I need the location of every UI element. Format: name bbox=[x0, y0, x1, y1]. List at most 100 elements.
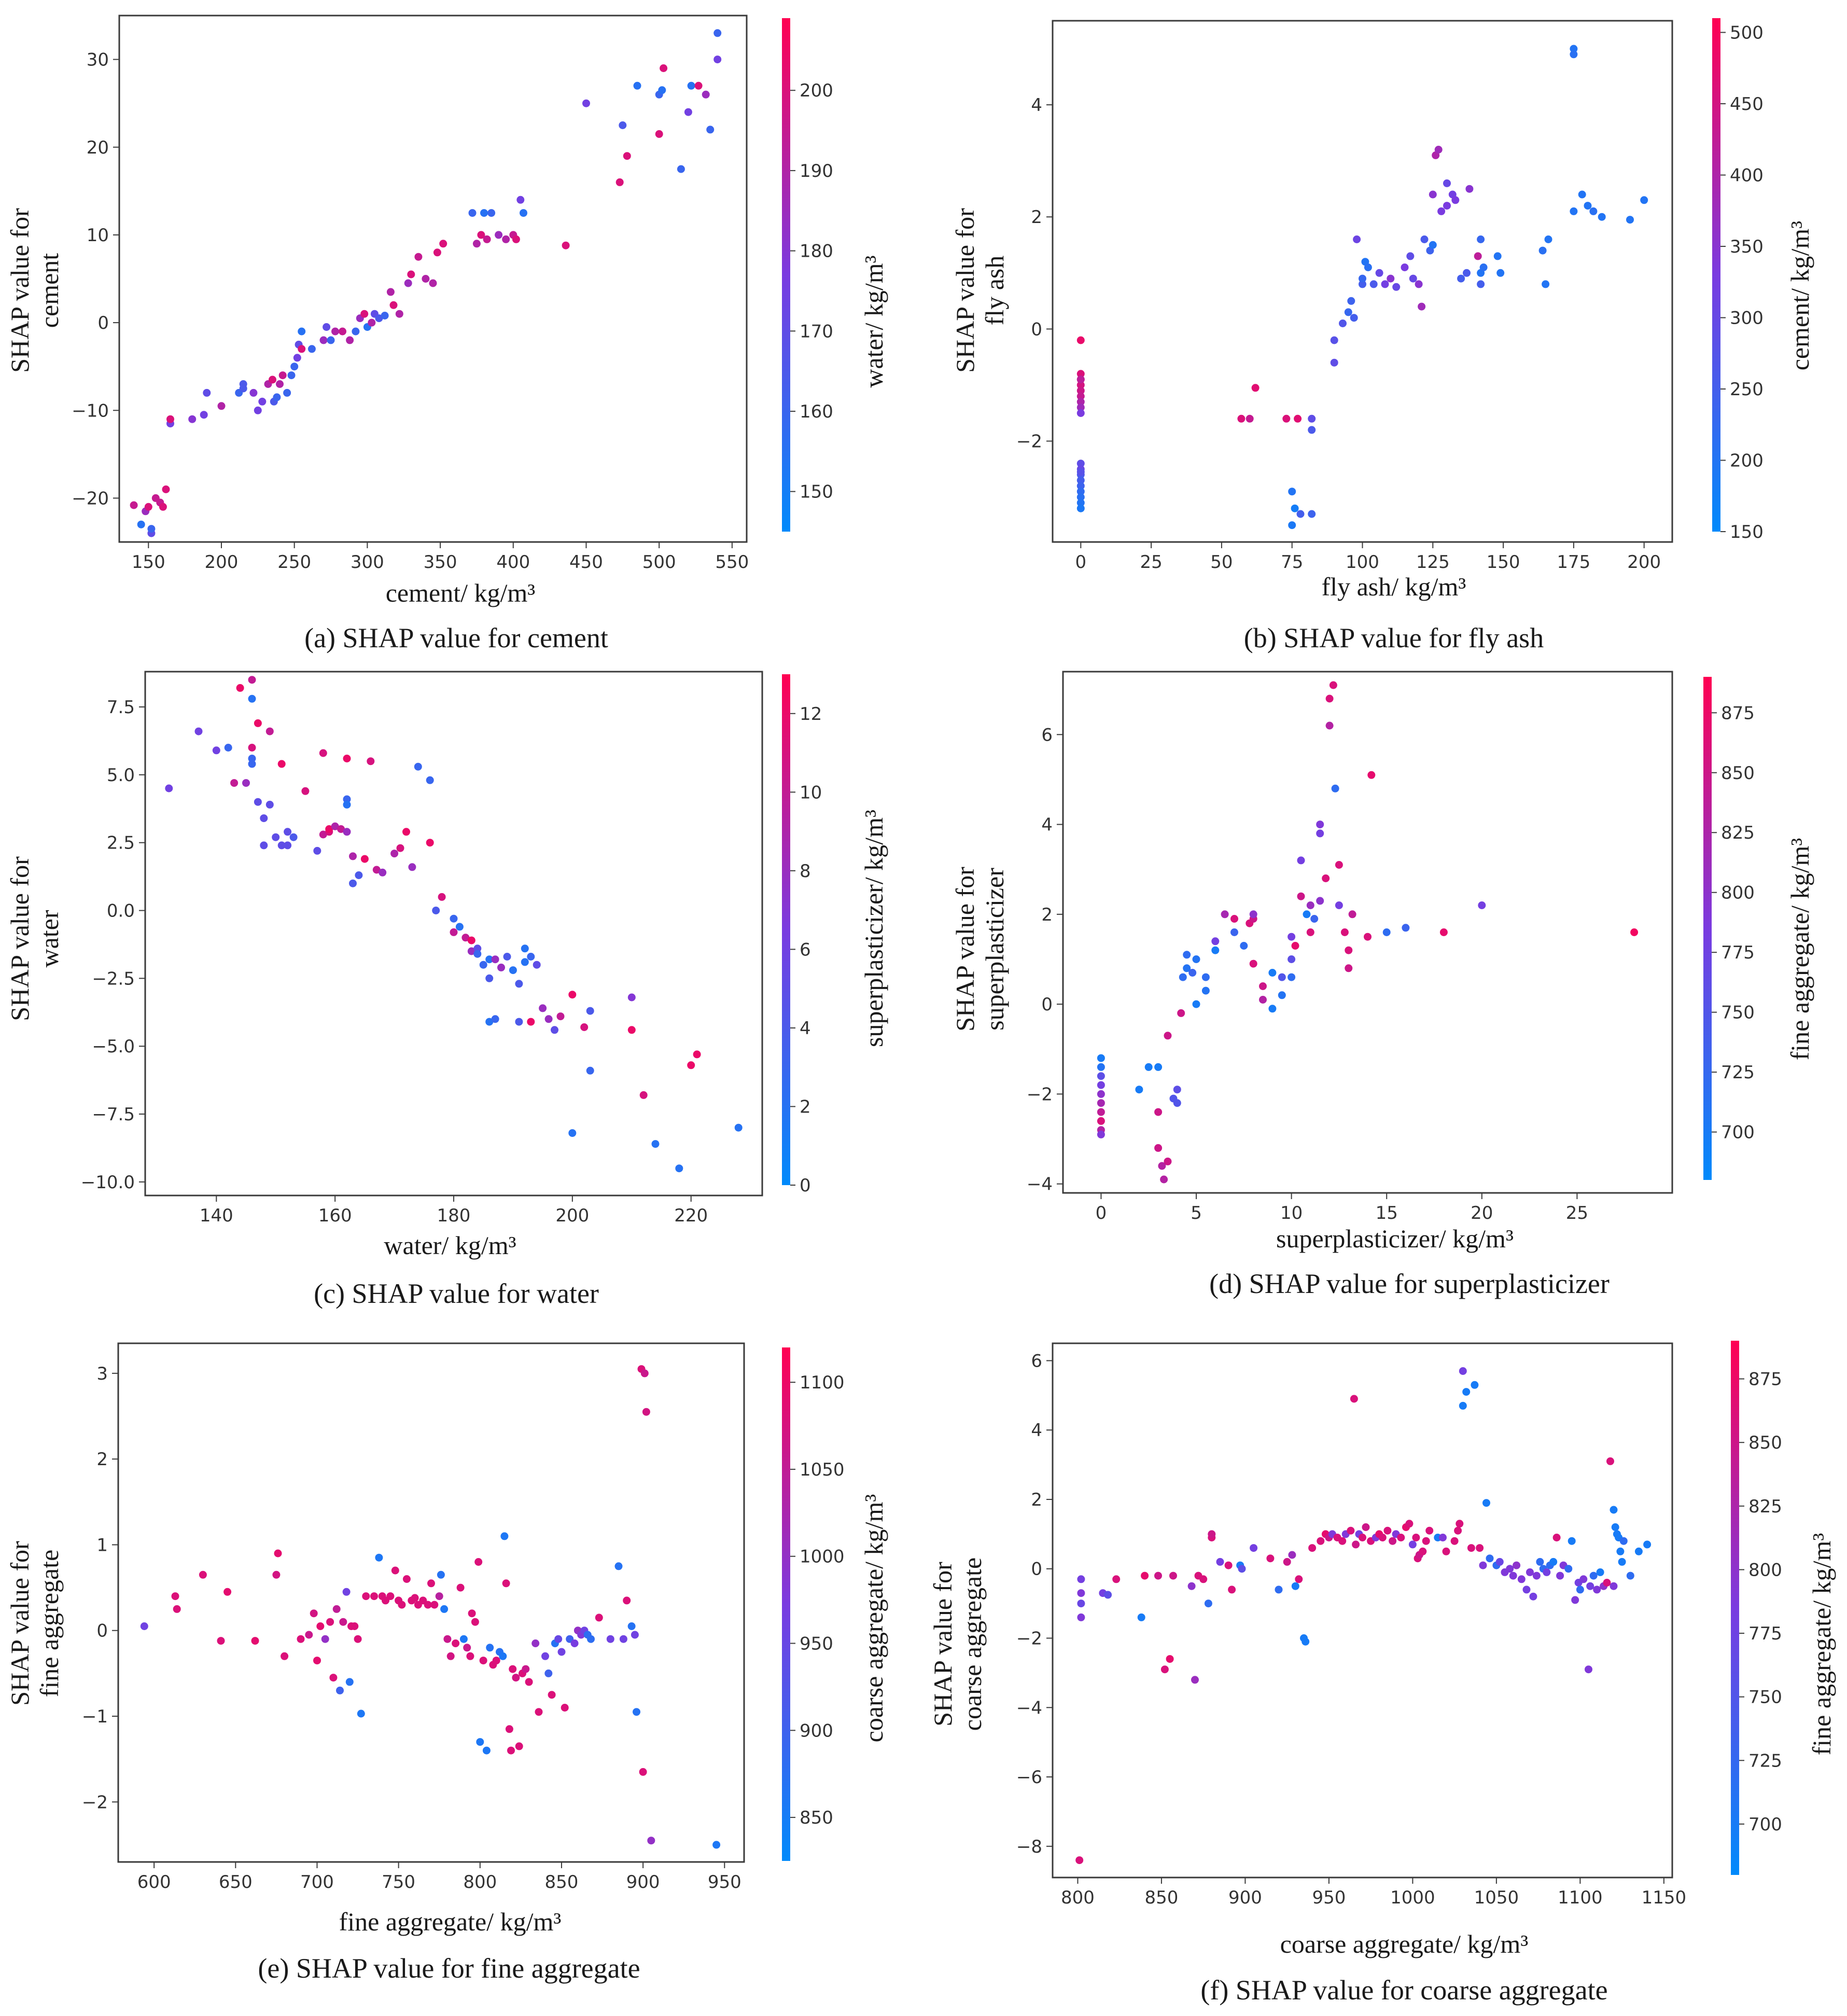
colorbar-tick-label: 250 bbox=[1730, 379, 1764, 400]
x-tick-label: 200 bbox=[1627, 552, 1661, 573]
y-tick-label: −2.5 bbox=[92, 968, 135, 989]
data-point bbox=[479, 1657, 487, 1665]
colorbar-label-c: superplasticizer/ kg/m³ bbox=[859, 810, 888, 1047]
data-point bbox=[390, 850, 399, 858]
data-point bbox=[633, 1708, 640, 1716]
x-tick-label: 1150 bbox=[1642, 1887, 1687, 1908]
x-tick-label: 550 bbox=[715, 552, 749, 573]
data-point bbox=[1246, 414, 1254, 423]
x-tick-label: 0 bbox=[1075, 552, 1086, 573]
data-point bbox=[495, 231, 503, 239]
data-point bbox=[1532, 1572, 1541, 1580]
data-point bbox=[713, 55, 722, 64]
data-point bbox=[1347, 1526, 1355, 1535]
data-point bbox=[1216, 1558, 1224, 1566]
data-point bbox=[1183, 964, 1191, 972]
data-point bbox=[544, 1669, 553, 1677]
x-tick-label: 5 bbox=[1191, 1203, 1202, 1223]
data-point bbox=[1250, 1544, 1258, 1552]
data-point bbox=[1076, 336, 1085, 344]
data-point bbox=[281, 1652, 289, 1660]
data-point bbox=[368, 318, 376, 327]
x-tick-label: 450 bbox=[569, 552, 603, 573]
y-axis-label-f-line2: coarse aggregate bbox=[958, 1558, 987, 1731]
data-point bbox=[1238, 1565, 1246, 1573]
data-point bbox=[1076, 460, 1085, 468]
data-point bbox=[1578, 190, 1586, 199]
colorbar-tick-label: 825 bbox=[1721, 823, 1755, 843]
data-point bbox=[1154, 1108, 1163, 1116]
data-point bbox=[430, 1601, 439, 1609]
data-point bbox=[483, 235, 491, 243]
data-point bbox=[188, 415, 197, 423]
data-point bbox=[1364, 933, 1372, 941]
colorbar-tick-label: 850 bbox=[1721, 763, 1755, 784]
data-point bbox=[372, 866, 381, 874]
data-point bbox=[349, 852, 357, 860]
data-point bbox=[1076, 482, 1085, 490]
x-axis-label-a: cement/ kg/m³ bbox=[386, 578, 536, 607]
data-point bbox=[331, 822, 339, 830]
data-point bbox=[647, 1837, 655, 1845]
data-point bbox=[1199, 1575, 1208, 1583]
data-point bbox=[1479, 263, 1488, 271]
plot-area-a bbox=[118, 15, 748, 543]
data-point bbox=[248, 755, 256, 762]
data-point bbox=[1486, 1554, 1494, 1563]
data-point bbox=[639, 1768, 647, 1776]
data-point bbox=[277, 841, 286, 850]
data-point bbox=[343, 795, 351, 803]
data-point bbox=[580, 1023, 589, 1031]
data-point bbox=[1585, 1665, 1592, 1674]
data-point bbox=[1097, 1072, 1105, 1080]
data-point bbox=[1465, 185, 1474, 193]
data-point bbox=[1369, 280, 1378, 288]
data-point bbox=[586, 1066, 594, 1075]
data-point bbox=[433, 248, 441, 257]
x-axis-label-d: superplasticizer/ kg/m³ bbox=[1276, 1224, 1514, 1253]
y-tick-label: 0 bbox=[1031, 319, 1042, 340]
plot-area-e bbox=[117, 1342, 745, 1863]
colorbar-tick-label: 200 bbox=[1730, 451, 1764, 471]
x-tick-label: 800 bbox=[463, 1872, 497, 1893]
data-point bbox=[1570, 207, 1578, 215]
y-tick-label: −6 bbox=[1016, 1767, 1042, 1788]
data-point bbox=[1135, 1086, 1143, 1094]
data-point bbox=[1240, 942, 1248, 950]
colorbar-tick-label: 200 bbox=[800, 80, 833, 101]
data-point bbox=[1160, 1175, 1168, 1184]
colorbar-tick-label: 12 bbox=[800, 704, 822, 725]
data-point bbox=[1589, 207, 1598, 215]
data-point bbox=[1204, 1600, 1212, 1608]
colorbar-tick-label: 875 bbox=[1748, 1369, 1782, 1390]
data-point bbox=[224, 744, 232, 752]
data-point bbox=[276, 380, 284, 388]
data-point bbox=[619, 121, 627, 129]
data-point bbox=[509, 966, 517, 975]
data-point bbox=[217, 1637, 225, 1645]
data-point bbox=[1429, 190, 1437, 199]
data-point bbox=[512, 235, 520, 243]
data-point bbox=[527, 1018, 535, 1026]
data-point bbox=[1291, 942, 1299, 950]
data-point bbox=[1425, 1526, 1434, 1535]
data-point bbox=[1443, 202, 1451, 210]
data-point bbox=[1459, 1367, 1467, 1375]
data-point bbox=[272, 833, 280, 841]
data-point bbox=[284, 841, 292, 850]
data-point bbox=[1451, 196, 1460, 204]
data-point bbox=[1626, 1572, 1634, 1580]
data-point bbox=[298, 327, 306, 336]
caption-b: (b) SHAP value for fly ash bbox=[1244, 622, 1544, 654]
data-point bbox=[1230, 928, 1238, 936]
data-point bbox=[1640, 196, 1648, 204]
colorbar-tick-label: 350 bbox=[1730, 237, 1764, 257]
colorbar-tick-label: 775 bbox=[1721, 942, 1755, 963]
data-point bbox=[1454, 1526, 1462, 1535]
data-point bbox=[147, 525, 156, 533]
data-point bbox=[332, 1605, 341, 1613]
x-tick-label: 15 bbox=[1376, 1203, 1398, 1223]
data-point bbox=[500, 1532, 509, 1540]
data-point bbox=[491, 955, 499, 964]
data-point bbox=[1450, 1537, 1459, 1545]
